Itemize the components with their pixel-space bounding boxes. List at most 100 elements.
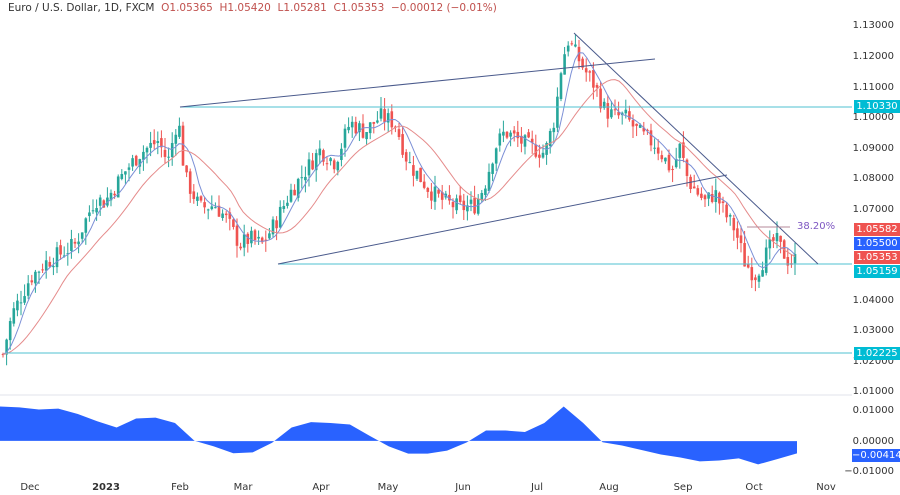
time-tick: 2023 <box>92 482 120 493</box>
candle-up <box>498 133 502 146</box>
candle-down <box>473 197 476 214</box>
slow-moving-average <box>2 79 796 355</box>
candle-down <box>203 202 206 208</box>
candle-up <box>707 192 710 199</box>
candle-up <box>5 339 8 355</box>
candle-up <box>476 198 480 214</box>
symbol-legend: Euro / U.S. Dollar, 1D, FXCM O1.05365 H1… <box>8 2 497 14</box>
candle-up <box>178 125 181 137</box>
fib-level-label: 38.20% <box>797 221 836 232</box>
low-value: L1.05281 <box>277 2 327 14</box>
candle-up <box>127 167 131 170</box>
candle-up <box>494 148 498 164</box>
candle-up <box>574 44 577 47</box>
candle-up <box>415 170 419 179</box>
candle-down <box>188 171 192 194</box>
candle-down <box>397 129 401 137</box>
candle-down <box>163 149 167 157</box>
level-tag-support: 1.05159 <box>854 265 900 278</box>
candle-down <box>30 280 34 283</box>
candle-up <box>484 188 487 196</box>
price-tick: 1.10000 <box>852 112 894 123</box>
channel-upper-trendline <box>179 58 656 108</box>
osc-tick: 0.00000 <box>852 436 894 447</box>
candle-down <box>404 152 408 162</box>
candle-up <box>664 157 667 162</box>
candle-down <box>253 230 257 241</box>
candle-down <box>422 181 426 188</box>
candle-up <box>358 123 361 133</box>
candle-up <box>556 96 559 128</box>
candle-down <box>332 160 336 170</box>
oscillator-pane[interactable] <box>0 406 797 465</box>
candle-up <box>91 210 95 212</box>
candle-down <box>710 194 714 202</box>
oscillator-value-tag: −0.00414 <box>852 449 900 462</box>
candle-up <box>466 205 469 212</box>
candle-up <box>365 131 368 140</box>
candle-down <box>617 111 620 116</box>
candle-up <box>314 153 318 171</box>
candle-down <box>530 138 534 143</box>
candle-down <box>538 154 541 158</box>
candle-up <box>523 135 527 147</box>
candle-down <box>689 176 692 190</box>
price-pane[interactable] <box>1 32 852 366</box>
candle-down <box>721 201 725 204</box>
candle-up <box>55 247 59 268</box>
time-tick: Feb <box>171 482 189 493</box>
candle-up <box>678 143 682 158</box>
candle-up <box>761 270 764 277</box>
close-value: C1.05353 <box>333 2 385 14</box>
candle-down <box>646 129 649 132</box>
candle-up <box>289 189 293 202</box>
candle-down <box>181 125 185 166</box>
price-tick: 1.08000 <box>852 173 894 184</box>
candle-up <box>433 186 437 202</box>
candle-down <box>635 123 638 126</box>
candle-up <box>340 148 343 161</box>
candle-up <box>174 134 178 144</box>
candle-down <box>440 192 444 200</box>
candle-down <box>1 354 5 356</box>
osc-tick: −0.01000 <box>844 466 894 477</box>
candle-up <box>728 215 732 217</box>
candle-down <box>293 189 296 196</box>
candle-down <box>685 159 689 176</box>
time-tick: Aug <box>599 482 619 493</box>
candle-down <box>228 212 232 219</box>
candle-down <box>152 140 156 145</box>
candle-down <box>192 191 196 199</box>
candle-up <box>80 232 84 239</box>
price-tick: 1.02000 <box>852 356 894 367</box>
candle-down <box>577 46 581 62</box>
candle-up <box>793 253 797 264</box>
candle-up <box>210 206 214 210</box>
candle-down <box>671 168 674 171</box>
time-tick: May <box>377 482 399 493</box>
time-tick: Nov <box>816 482 836 493</box>
candle-down <box>599 88 602 109</box>
candle-down <box>592 70 595 88</box>
candle-down <box>786 257 790 266</box>
candle-up <box>379 108 383 119</box>
candle-up <box>131 158 134 167</box>
candle-down <box>275 220 278 229</box>
candle-down <box>505 131 509 138</box>
osc-tick: 0.01000 <box>852 405 894 416</box>
candle-up <box>34 271 37 284</box>
candle-down <box>512 130 516 134</box>
candle-up <box>109 192 113 201</box>
candle-up <box>343 128 347 148</box>
candle-down <box>588 71 592 73</box>
candle-up <box>376 120 379 123</box>
candle-up <box>170 142 174 158</box>
candle-up <box>196 196 199 201</box>
candle-up <box>149 142 152 148</box>
candle-up <box>386 113 390 123</box>
candle-up <box>278 206 282 228</box>
price-tick: 1.07000 <box>852 204 894 215</box>
candle-up <box>98 197 102 206</box>
candle-down <box>754 277 757 281</box>
